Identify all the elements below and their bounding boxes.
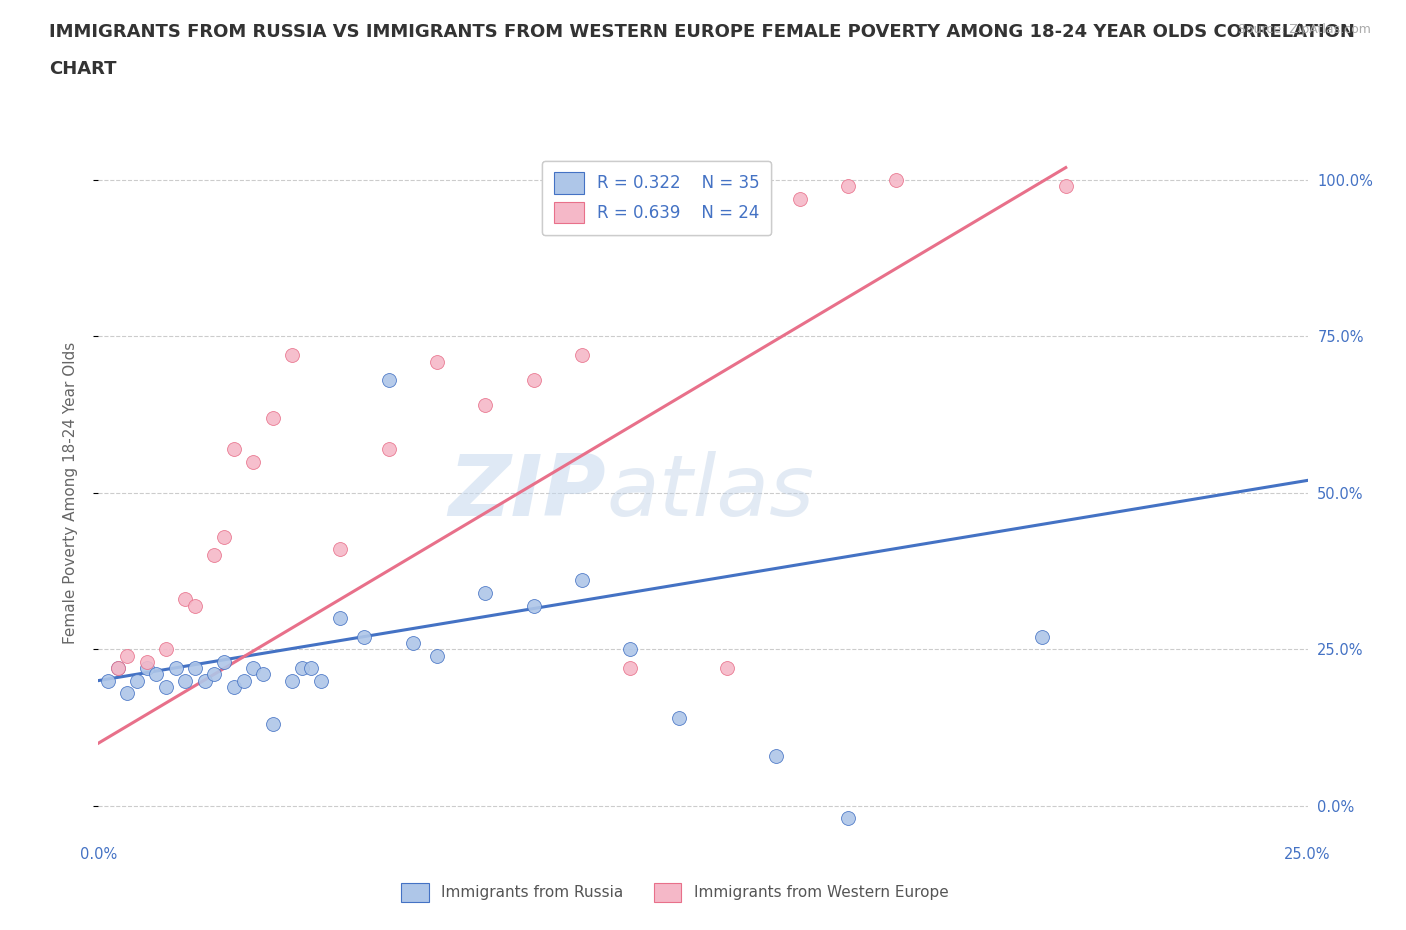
Point — [97, 673, 120, 688]
Point — [212, 529, 235, 544]
Point — [426, 354, 449, 369]
Point — [222, 442, 245, 457]
Point — [135, 660, 157, 675]
Point — [184, 598, 207, 613]
Point — [837, 811, 859, 826]
Point — [145, 667, 167, 682]
Point — [837, 179, 859, 193]
Point — [252, 667, 274, 682]
Point — [184, 660, 207, 675]
Point — [571, 348, 593, 363]
Point — [262, 717, 284, 732]
Text: CHART: CHART — [49, 60, 117, 78]
Point — [619, 642, 641, 657]
Point — [619, 660, 641, 675]
Text: atlas: atlas — [606, 451, 814, 535]
Point — [523, 373, 546, 388]
Point — [281, 673, 304, 688]
Point — [309, 673, 332, 688]
Point — [886, 173, 908, 188]
Point — [329, 611, 352, 626]
Point — [117, 685, 139, 700]
Point — [571, 573, 593, 588]
Point — [474, 398, 496, 413]
Point — [668, 711, 690, 725]
Text: ZIP: ZIP — [449, 451, 606, 535]
Point — [1031, 630, 1053, 644]
Point — [716, 660, 738, 675]
Point — [222, 680, 245, 695]
Point — [765, 749, 787, 764]
Point — [212, 655, 235, 670]
Point — [377, 373, 399, 388]
Point — [262, 410, 284, 425]
Point — [290, 660, 312, 675]
Point — [329, 542, 352, 557]
Point — [299, 660, 322, 675]
Point — [107, 660, 129, 675]
Point — [232, 673, 254, 688]
Point — [155, 642, 177, 657]
Point — [789, 192, 811, 206]
Point — [1054, 179, 1077, 193]
Point — [174, 673, 197, 688]
Point — [242, 660, 264, 675]
Point — [242, 454, 264, 469]
Point — [165, 660, 187, 675]
Legend: R = 0.322    N = 35, R = 0.639    N = 24: R = 0.322 N = 35, R = 0.639 N = 24 — [543, 161, 772, 235]
Point — [523, 598, 546, 613]
Point — [402, 635, 425, 650]
Text: IMMIGRANTS FROM RUSSIA VS IMMIGRANTS FROM WESTERN EUROPE FEMALE POVERTY AMONG 18: IMMIGRANTS FROM RUSSIA VS IMMIGRANTS FRO… — [49, 23, 1355, 41]
Point — [155, 680, 177, 695]
Point — [127, 673, 149, 688]
Point — [426, 648, 449, 663]
Point — [174, 591, 197, 606]
Legend: Immigrants from Russia, Immigrants from Western Europe: Immigrants from Russia, Immigrants from … — [395, 877, 955, 909]
Point — [281, 348, 304, 363]
Point — [204, 548, 226, 563]
Point — [107, 660, 129, 675]
Point — [117, 648, 139, 663]
Point — [474, 586, 496, 601]
Text: Source: ZipAtlas.com: Source: ZipAtlas.com — [1237, 23, 1371, 36]
Point — [377, 442, 399, 457]
Point — [194, 673, 217, 688]
Point — [204, 667, 226, 682]
Y-axis label: Female Poverty Among 18-24 Year Olds: Female Poverty Among 18-24 Year Olds — [63, 342, 77, 644]
Point — [135, 655, 157, 670]
Point — [353, 630, 375, 644]
